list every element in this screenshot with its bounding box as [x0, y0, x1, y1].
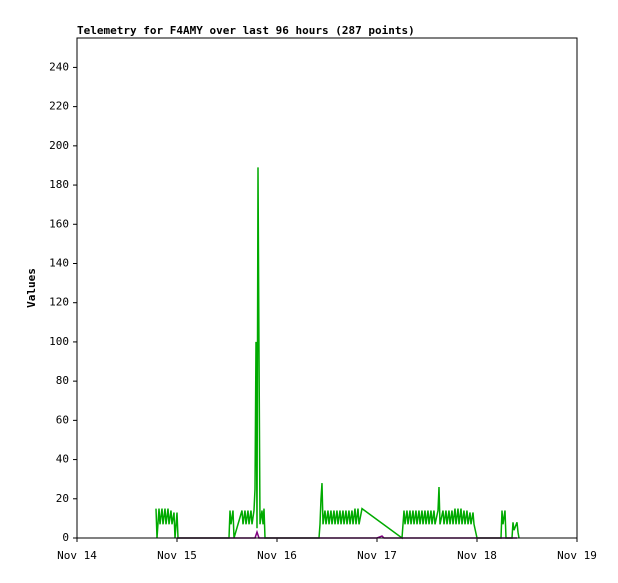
y-tick-label: 180 — [49, 178, 69, 191]
y-tick-label: 120 — [49, 296, 69, 309]
x-tick-label: Nov 15 — [157, 549, 197, 562]
chart-title: Telemetry for F4AMY over last 96 hours (… — [77, 24, 415, 37]
y-axis-label: Values — [25, 268, 38, 308]
y-tick-label: 160 — [49, 217, 69, 230]
y-tick-label: 60 — [56, 413, 69, 426]
series-line — [155, 167, 520, 540]
y-tick-label: 240 — [49, 60, 69, 73]
y-tick-label: 80 — [56, 374, 69, 387]
y-tick-label: 140 — [49, 256, 69, 269]
y-tick-label: 40 — [56, 453, 69, 466]
x-tick-label: Nov 18 — [457, 549, 497, 562]
x-tick-label: Nov 17 — [357, 549, 397, 562]
y-tick-label: 0 — [62, 531, 69, 544]
plot-frame — [76, 37, 578, 539]
y-tick-label: 200 — [49, 139, 69, 152]
x-tick-label: Nov 14 — [57, 549, 97, 562]
y-tick-label: 220 — [49, 100, 69, 113]
x-tick-label: Nov 19 — [557, 549, 597, 562]
y-tick-label: 100 — [49, 335, 69, 348]
x-tick-label: Nov 16 — [257, 549, 297, 562]
y-tick-label: 20 — [56, 492, 69, 505]
